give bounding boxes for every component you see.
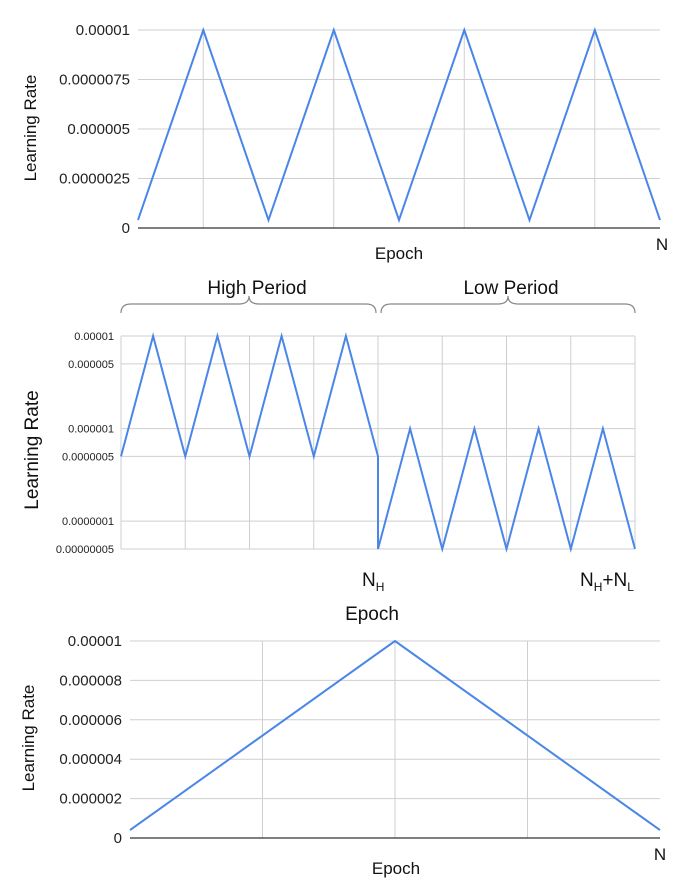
chart-2-x-mark-end-plus: +	[602, 570, 613, 591]
chart-2-y-tick-label: 0.0000005	[62, 451, 114, 463]
chart-3-x-axis-label: Epoch	[372, 859, 420, 878]
chart-2-x-axis-label: Epoch	[345, 604, 399, 625]
chart-1-x-end-label: N	[656, 235, 668, 254]
chart-3-y-tick-label: 0.000006	[59, 712, 122, 729]
chart-3-grid	[130, 640, 660, 838]
chart-3-y-tick-label: 0.00001	[68, 633, 122, 650]
chart-3-y-tick-label: 0	[114, 830, 122, 847]
chart-2-y-ticks: 0.00000005 0.0000001 0.0000005 0.000001 0.00…	[56, 331, 114, 556]
chart-1-y-axis-label: Learning Rate	[21, 75, 40, 182]
chart-2-period-label-high: High Period	[207, 278, 306, 299]
chart-2-brace-low	[380, 295, 636, 314]
chart-2-x-mark-end-base: N	[580, 570, 594, 591]
chart-3-series-line	[129, 639, 661, 831]
chart-2-y-tick-label: 0.000001	[68, 424, 114, 436]
chart-2-x-mark-end-sub: H	[594, 580, 603, 594]
chart-1-series-line	[137, 26, 661, 224]
chart-2-x-mark-nh: NH	[362, 570, 384, 594]
chart-1-y-tick-label: 0.00001	[76, 22, 130, 39]
chart-3: 0 0.000002 0.000004 0.000006 0.000008 0.00001…	[19, 633, 666, 878]
chart-3-y-tick-label: 0.000004	[59, 751, 122, 768]
chart-1-y-tick-label: 0.0000025	[59, 171, 130, 188]
chart-2-y-tick-label: 0.000005	[68, 359, 114, 371]
chart-3-y-tick-label: 0.000002	[59, 791, 122, 808]
chart-2-x-mark-end-sub2: L	[627, 580, 634, 594]
chart-2-period-label-low: Low Period	[463, 278, 558, 299]
chart-1-x-axis-label: Epoch	[375, 244, 423, 263]
chart-3-x-end-label: N	[654, 845, 666, 864]
chart-2-brace-high	[120, 295, 377, 314]
chart-2-grid	[120, 335, 636, 550]
chart-3-y-tick-label: 0.000008	[59, 672, 122, 689]
chart-2-x-mark-nh-sub: H	[376, 580, 385, 594]
chart-3-y-ticks: 0 0.000002 0.000004 0.000006 0.000008 0.00001	[59, 633, 122, 847]
chart-2-y-axis-label: Learning Rate	[22, 390, 43, 509]
chart-1-y-tick-label: 0	[122, 220, 130, 237]
chart-1: 0 0.0000025 0.000005 0.0000075 0.00001 Learn…	[21, 22, 668, 263]
chart-1-y-tick-label: 0.0000075	[59, 72, 130, 89]
chart-1-y-ticks: 0 0.0000025 0.000005 0.0000075 0.00001	[59, 22, 130, 237]
chart-1-grid	[138, 29, 660, 228]
chart-1-y-tick-label: 0.000005	[67, 121, 130, 138]
chart-2: High Period Low Period 0.000000050.00000…	[22, 278, 636, 625]
chart-2-x-mark-nh-base: N	[362, 570, 376, 591]
chart-2-x-mark-end-base2: N	[614, 570, 628, 591]
chart-2-y-tick-label: 0.00001	[74, 331, 114, 343]
chart-3-y-axis-label: Learning Rate	[19, 685, 38, 792]
chart-2-y-tick-label: 0.0000001	[62, 516, 114, 528]
chart-2-y-tick-label: 0.00000005	[56, 544, 114, 556]
chart-2-series-line	[120, 332, 636, 553]
chart-2-x-mark-nh-plus-nl: NH+NL	[580, 570, 634, 594]
